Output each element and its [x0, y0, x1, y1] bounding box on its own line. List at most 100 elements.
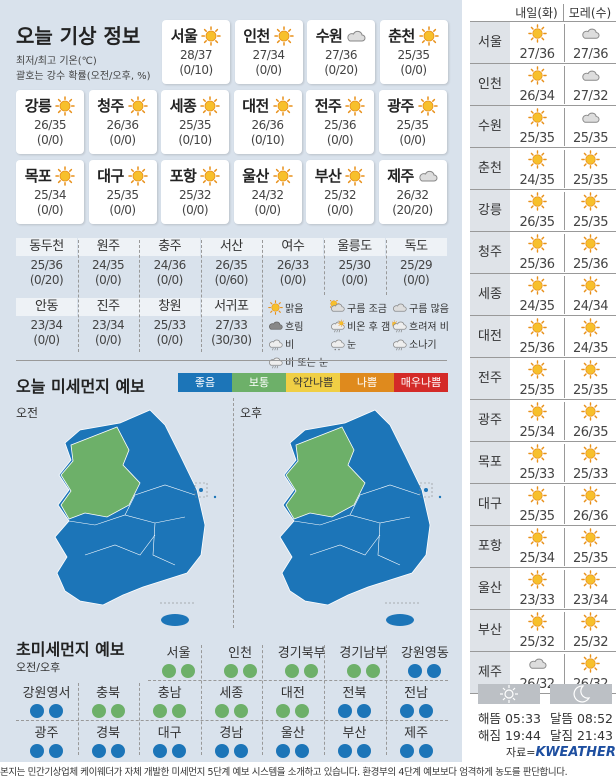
koweather-logo: KWEATHER — [535, 745, 616, 760]
day-after-temp: 26/36 — [573, 509, 608, 524]
city-name: 대구 — [97, 166, 124, 185]
sun-icon — [345, 96, 366, 116]
ulleungdo-inset — [419, 482, 433, 498]
city-temp: 26/36 — [106, 118, 139, 132]
pm25-region-name: 대전 — [280, 686, 305, 701]
sun-icon — [201, 26, 222, 46]
legend-label: 맑음 — [285, 304, 304, 315]
rain-or-snow-icon — [269, 357, 283, 369]
pm-level-dot — [172, 704, 187, 718]
moonset: 달짐 21:43 — [550, 728, 613, 743]
legend-item: 비온 후 갬 — [330, 318, 390, 333]
city-name: 수원 — [315, 26, 343, 45]
pm25-region-name: 울산 — [280, 726, 305, 741]
pm25-region: 경기북부 — [271, 642, 332, 678]
sub-city-name: 진주 — [77, 298, 139, 316]
am-level-dot — [399, 704, 414, 718]
footer-note: 본지는 민간기상업체 케이웨더가 자체 개발한 미세먼지 5단계 예보 시스템을… — [0, 767, 568, 778]
city-name: 제주 — [387, 166, 414, 185]
sun-icon — [581, 444, 600, 463]
legend-label: 비온 후 갬 — [347, 322, 391, 333]
sub-city-temp: 25/29 — [400, 258, 433, 272]
sub-city-rain: (0/60) — [214, 273, 249, 287]
sub-city: 안동 23/34 (0/0) — [16, 298, 77, 348]
sun-icon — [527, 570, 547, 589]
am-level-dot — [346, 664, 361, 678]
pm25-region-name: 경남 — [219, 726, 244, 741]
divider — [385, 645, 387, 755]
sub-city-temp: 24/35 — [92, 258, 125, 272]
source-prefix: 자료= — [506, 746, 536, 759]
legend-item: 비 — [268, 336, 294, 351]
sun-icon — [274, 26, 294, 46]
legend-item: 맑음 — [268, 300, 303, 315]
tomorrow-temp: 25/34 — [519, 551, 555, 566]
divider — [77, 240, 79, 352]
pm25-region-name: 경북 — [96, 726, 121, 741]
sun-icon — [581, 276, 600, 295]
am-level-dot — [153, 704, 168, 718]
day-after-temp: 26/35 — [573, 425, 608, 440]
sub-city: 창원 25/33 (0/0) — [139, 298, 201, 348]
forecast-row: 포항 25/34 25/35 — [470, 526, 616, 568]
forecast-city: 수원 — [470, 106, 510, 147]
dust-level: 매우나쁨 — [394, 373, 448, 392]
city-card: 강릉 26/35 (0/0) — [16, 90, 84, 154]
legend-item: 흐려져 비 — [392, 318, 449, 333]
sun-icon — [527, 192, 547, 211]
clear-then-rain-icon — [392, 320, 407, 333]
city-card: 대전 26/36 (0/10) — [233, 90, 302, 154]
city-name: 세종 — [169, 96, 197, 115]
divider — [324, 240, 325, 295]
tomorrow-temp: 25/34 — [519, 425, 555, 440]
sub-city-temp: 26/33 — [276, 258, 310, 272]
pm-level-dot — [233, 704, 248, 718]
sun-outline-icon — [500, 685, 518, 703]
overcast-icon — [269, 321, 283, 330]
sun-icon — [527, 234, 547, 253]
forecast-city: 울산 — [470, 568, 510, 609]
sub-city-name: 원주 — [77, 238, 139, 256]
city-temp: 27/36 — [324, 48, 358, 62]
forecast-city: 전주 — [470, 358, 510, 399]
forecast-row: 세종 24/35 24/34 — [470, 274, 616, 316]
sub-city-name: 서귀포 — [200, 298, 262, 316]
am-level-dot — [399, 744, 414, 758]
am-level-dot — [91, 744, 106, 758]
city-name: 서울 — [170, 26, 198, 45]
sub-city-temp: 24/36 — [153, 258, 187, 272]
forecast-row: 울산 23/33 23/34 — [470, 568, 616, 610]
am-level-dot — [162, 664, 176, 678]
pm-level-dot — [49, 744, 63, 758]
pm-level-dot — [242, 664, 257, 678]
tomorrow-temp: 24/35 — [519, 299, 555, 314]
divider — [139, 240, 141, 352]
pm-level-dot — [418, 704, 433, 718]
city-name: 청주 — [97, 96, 124, 115]
city-temp: 26/32 — [396, 188, 429, 202]
pm25-region-name: 전북 — [342, 686, 367, 701]
forecast-city: 강릉 — [470, 190, 510, 231]
pm-level-dot — [233, 744, 248, 758]
city-temp: 25/32 — [178, 188, 212, 202]
dust-level: 약간나쁨 — [286, 373, 340, 392]
city-temp: 25/36 — [323, 118, 357, 132]
city-rain: (0/10) — [178, 133, 212, 147]
divider — [470, 21, 616, 22]
pm25-region-name: 강원영동 — [400, 646, 449, 661]
tomorrow-temp: 25/36 — [519, 341, 555, 356]
city-rain: (0/0) — [109, 133, 136, 147]
pm25-region-name: 강원영서 — [22, 686, 71, 701]
pm-level-dot — [365, 664, 380, 678]
pm-level-dot — [181, 664, 195, 678]
pm25-region-name: 서울 — [166, 646, 191, 661]
pm-level-dot — [295, 704, 310, 718]
day-after-temp: 25/35 — [573, 173, 608, 188]
sun-icon — [581, 318, 600, 337]
city-temp: 25/32 — [323, 188, 357, 202]
sun-icon — [527, 66, 547, 85]
sub-city: 진주 23/34 (0/0) — [77, 298, 139, 348]
pm-level-dot — [418, 744, 433, 758]
sun-icon — [581, 654, 600, 673]
cloud-icon — [347, 30, 366, 42]
